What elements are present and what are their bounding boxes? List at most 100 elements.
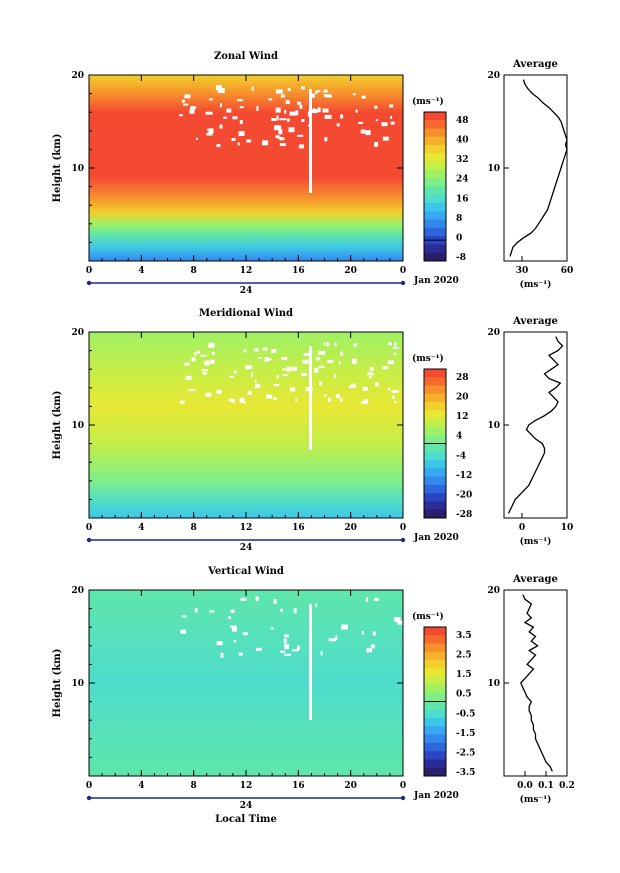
profile-line <box>520 594 553 772</box>
colorbar-tick-label: 40 <box>456 136 469 146</box>
colorbar: (ms⁻¹) 48 40 32 24 16 8 0 -8 <box>412 96 469 263</box>
colorbar-swatch <box>424 759 446 769</box>
gap-cell <box>179 400 185 404</box>
profile-y-tick-label: 20 <box>487 71 500 81</box>
colorbar-tick-label: -28 <box>456 510 472 520</box>
month-label: Jan 2020 <box>413 533 459 543</box>
gap-cell <box>374 141 379 147</box>
colorbar-swatch <box>424 451 446 461</box>
colorbar-swatch <box>424 435 446 444</box>
gap-cell <box>297 134 304 137</box>
gap-cell <box>266 358 272 361</box>
gap-cell <box>275 89 283 94</box>
gap-column <box>309 89 312 193</box>
gap-cell <box>245 365 253 370</box>
x-tick-label: 8 <box>191 266 197 276</box>
profile-x-tick-label: 0.0 <box>517 781 533 791</box>
gap-cell <box>323 89 328 93</box>
gap-cell <box>366 648 373 653</box>
gap-cell <box>392 347 399 349</box>
gap-cell <box>340 397 343 402</box>
colorbar-tick-label: -3.5 <box>456 768 475 778</box>
colorbar-tick-label: -1.5 <box>456 729 475 739</box>
colorbar-swatch <box>424 128 446 138</box>
gap-cell <box>229 398 233 402</box>
gap-cell <box>289 111 296 116</box>
profile-title: Average <box>512 574 558 585</box>
gap-cell <box>205 392 212 397</box>
gap-cell <box>206 132 213 136</box>
y-tick-label: 10 <box>71 679 84 689</box>
colorbar-swatch <box>424 194 446 204</box>
profile-x-label: (ms⁻¹) <box>520 536 552 547</box>
gap-cell <box>358 121 364 124</box>
date-bar-end <box>400 795 406 801</box>
gap-cell <box>286 118 290 122</box>
gap-cell <box>334 374 336 379</box>
gap-cell <box>184 94 191 99</box>
gap-cell <box>353 343 358 347</box>
x-tick-label: 4 <box>138 266 144 276</box>
colorbar-tick-label: -12 <box>456 471 472 481</box>
colorbar-swatch <box>424 252 446 262</box>
gap-cell <box>368 376 372 379</box>
gap-cell <box>375 382 379 387</box>
profile-x-tick-label: 0 <box>519 523 525 533</box>
colorbar-swatch <box>424 676 446 686</box>
colorbar-swatch <box>424 145 446 154</box>
colorbar-tick-label: 0.5 <box>456 690 472 700</box>
profile-panel: Average 20 10 0.0 0.1 0.2 (ms⁻¹) <box>487 574 574 805</box>
colorbar-swatch <box>424 767 446 777</box>
gap-cell <box>219 124 223 129</box>
gap-cell <box>183 103 189 106</box>
gap-cell <box>255 596 259 602</box>
profile-panel: Average 20 10 30 60 (ms⁻¹) <box>487 59 573 290</box>
gap-cell <box>324 114 332 119</box>
gap-cell <box>291 366 298 371</box>
gap-cell <box>320 651 323 656</box>
x-tick-label: 12 <box>240 266 253 276</box>
colorbar-swatch <box>424 751 446 760</box>
gap-cell <box>394 342 397 347</box>
gap-cell <box>209 359 215 364</box>
data-gaps <box>180 596 405 720</box>
gap-cell <box>273 384 280 387</box>
gap-cell <box>230 609 235 613</box>
gap-cell <box>217 88 225 93</box>
gap-cell <box>211 352 215 355</box>
gap-cell <box>223 116 227 119</box>
profile-x-label: (ms⁻¹) <box>520 279 552 290</box>
gap-cell <box>314 367 319 373</box>
gap-cell <box>278 136 282 139</box>
gap-cell <box>216 144 221 148</box>
gap-cell <box>327 397 331 402</box>
gap-cell <box>229 625 237 628</box>
colorbar-swatch <box>424 684 446 694</box>
gap-cell <box>388 387 390 391</box>
profile-x-label: (ms⁻¹) <box>520 794 552 805</box>
gap-cell <box>276 115 279 121</box>
gap-cell <box>234 370 237 374</box>
x-tick-label: 8 <box>191 523 197 533</box>
gap-cell <box>313 108 316 111</box>
date-label: 24 <box>240 543 253 553</box>
gap-cell <box>311 109 318 114</box>
gap-cell <box>273 397 277 401</box>
gap-cell <box>238 652 243 656</box>
gap-cell <box>393 352 397 355</box>
gap-cell <box>243 401 246 404</box>
gap-cell <box>397 620 405 625</box>
y-tick-label: 20 <box>71 586 84 596</box>
gap-cell <box>239 397 245 403</box>
gap-column <box>309 604 312 720</box>
gap-cell <box>297 645 301 650</box>
colorbar-swatch <box>424 203 446 212</box>
gap-cell <box>280 650 286 653</box>
gap-cell <box>246 139 252 143</box>
gap-cell <box>284 109 287 114</box>
gap-cell <box>298 144 304 149</box>
colorbar-tick-label: 32 <box>456 155 469 165</box>
x-tick-label: 12 <box>240 781 253 791</box>
gap-cell <box>215 85 222 91</box>
